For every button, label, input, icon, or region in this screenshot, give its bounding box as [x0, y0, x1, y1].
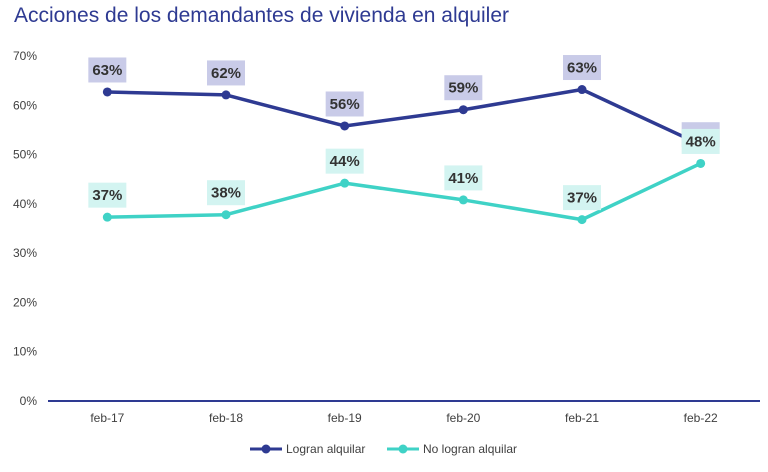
y-tick-label: 70%: [13, 49, 37, 63]
data-point: [340, 178, 350, 188]
x-tick-label: feb-22: [684, 411, 718, 425]
legend-swatch-marker: [261, 444, 271, 454]
data-label-box: [325, 91, 364, 117]
y-tick-label: 60%: [13, 98, 37, 112]
y-tick-label: 50%: [13, 148, 37, 162]
y-tick-label: 0%: [20, 394, 38, 408]
x-tick-label: feb-17: [90, 411, 124, 425]
y-tick-label: 10%: [13, 345, 37, 359]
data-label-box: [563, 55, 601, 81]
data-label-box: [681, 128, 720, 154]
data-label: 56%: [330, 96, 360, 113]
data-point: [458, 195, 468, 205]
data-label-box: [88, 182, 127, 208]
y-tick-label: 40%: [13, 197, 37, 211]
data-label: 62%: [211, 65, 241, 82]
data-label-box: [444, 75, 483, 101]
data-label: 59%: [448, 80, 478, 97]
data-point: [577, 215, 587, 225]
data-label: 37%: [567, 190, 597, 207]
data-label: 41%: [448, 170, 478, 187]
data-label: 63%: [92, 62, 122, 79]
x-tick-label: feb-20: [446, 411, 480, 425]
data-label-box: [563, 185, 601, 211]
legend-label: No logran alquilar: [423, 442, 517, 456]
data-point: [221, 90, 231, 100]
data-point: [102, 212, 112, 222]
data-label-box: [325, 148, 364, 174]
y-tick-label: 30%: [13, 246, 37, 260]
data-point: [340, 121, 350, 131]
x-tick-label: feb-18: [209, 411, 243, 425]
data-label: 37%: [92, 187, 122, 204]
legend-swatch-marker: [398, 444, 408, 454]
data-label-box: [88, 57, 127, 83]
data-label: 38%: [211, 185, 241, 202]
data-label-box: [444, 165, 483, 191]
data-label: 48%: [686, 133, 716, 150]
x-tick-label: feb-19: [328, 411, 362, 425]
series-line-2: [107, 161, 702, 222]
data-label: 44%: [330, 153, 360, 170]
chart-title: Acciones de los demandantes de vivienda …: [14, 4, 509, 27]
y-tick-label: 20%: [13, 295, 37, 309]
data-point: [102, 87, 112, 97]
series-line-1: [107, 87, 702, 147]
data-label-box: [207, 180, 245, 206]
data-label: 63%: [567, 60, 597, 77]
data-point: [577, 85, 587, 95]
data-point: [221, 210, 231, 220]
data-label-box: [207, 60, 245, 86]
data-point: [458, 105, 468, 115]
x-tick-label: feb-21: [565, 411, 599, 425]
data-point: [696, 158, 706, 168]
legend-label: Logran alquilar: [286, 442, 365, 456]
